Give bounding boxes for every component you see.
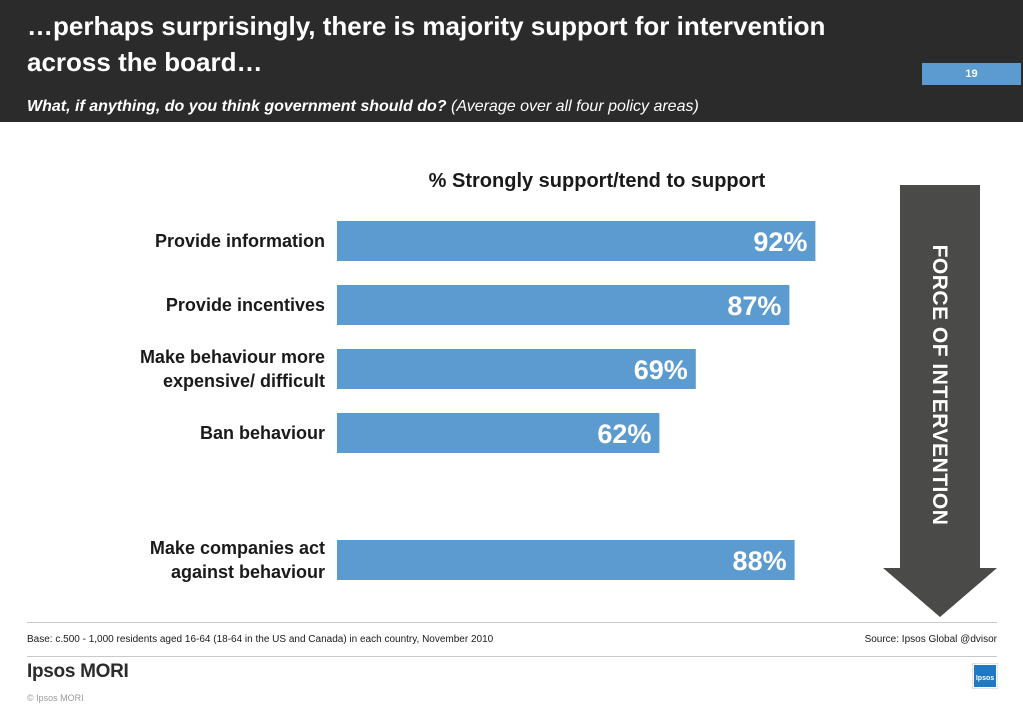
chart-title: % Strongly support/tend to support: [428, 170, 766, 192]
brand-logo-text: Ipsos MORI: [27, 661, 129, 682]
category-label-1: Provide information: [155, 231, 325, 251]
question-note: (Average over all four policy areas): [450, 98, 699, 115]
page-number-badge: 19: [922, 63, 1021, 85]
base-note: Base: c.500 - 1,000 residents aged 16-64…: [27, 634, 494, 645]
bar-1: [337, 221, 816, 261]
question-text: What, if anything, do you think governme…: [27, 98, 447, 115]
arrow-label: FORCE OF INTERVENTION: [900, 185, 978, 585]
copyright-text: © Ipsos MORI: [27, 693, 84, 703]
bar-2: [337, 285, 790, 325]
category-label-4: Ban behaviour: [200, 423, 325, 443]
category-label-5: Make companies act against behaviour: [150, 538, 325, 582]
data-label-4: 62%: [597, 419, 651, 449]
divider-bottom: [27, 656, 997, 657]
category-label-3: Make behaviour more expensive/ difficult: [140, 347, 325, 391]
logo-text: Ipsos: [976, 675, 994, 682]
source-note: Source: Ipsos Global @dvisor: [864, 634, 997, 645]
ipsos-logo-icon: Ipsos: [972, 663, 998, 689]
bar-5: [337, 540, 795, 580]
category-label-2: Provide incentives: [166, 295, 325, 315]
data-label-3: 69%: [634, 355, 688, 385]
bar-3: [337, 349, 696, 389]
divider-top: [27, 622, 997, 623]
intervention-arrow-icon: [883, 185, 997, 617]
data-label-5: 88%: [733, 546, 787, 576]
slide-title: …perhaps surprisingly, there is majority…: [27, 11, 826, 77]
question-subtitle: What, if anything, do you think governme…: [0, 92, 1023, 122]
arrow-label-text: FORCE OF INTERVENTION: [928, 244, 951, 526]
data-label-2: 87%: [727, 291, 781, 321]
header-bar: …perhaps surprisingly, there is majority…: [0, 0, 1023, 122]
bar-4: [337, 413, 660, 453]
data-label-1: 92%: [753, 227, 807, 257]
